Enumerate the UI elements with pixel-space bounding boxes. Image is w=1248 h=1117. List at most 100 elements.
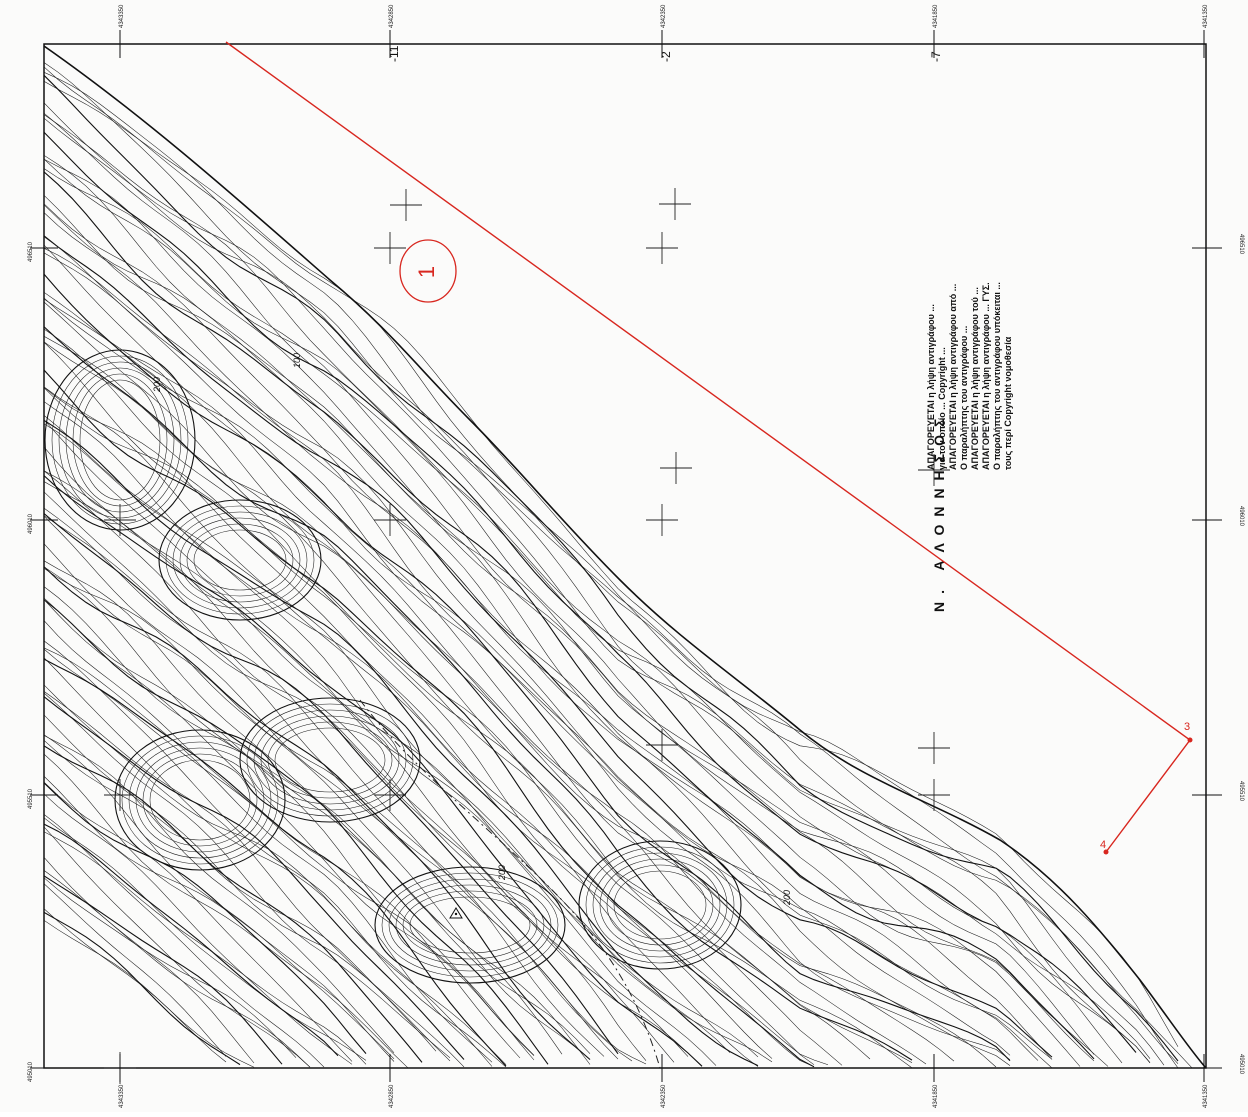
hill-contour xyxy=(135,747,265,853)
parcel-boundary: 3 4 1 xyxy=(225,41,1193,855)
hill-contour xyxy=(172,511,308,609)
contour-line xyxy=(44,252,1039,1061)
vertex-label-3: 3 xyxy=(1184,721,1190,733)
contour-line xyxy=(44,920,255,1068)
contour-line xyxy=(44,543,605,1057)
contour-line xyxy=(44,911,241,1066)
contour-line xyxy=(44,735,395,1053)
note-line: για τον οποίο ... Copyright ... xyxy=(937,347,947,470)
hill-contour xyxy=(239,697,421,823)
contour-line xyxy=(44,566,591,1060)
hill-contour xyxy=(149,759,251,841)
contour-line xyxy=(44,112,1151,1059)
contour-line xyxy=(44,776,395,1062)
hill-contour xyxy=(267,721,393,799)
track-line xyxy=(359,699,661,1068)
contour-line xyxy=(44,248,1011,1056)
hill-contour xyxy=(395,884,545,966)
contour-label: 200 xyxy=(152,377,162,393)
hill-contour xyxy=(114,729,286,871)
contour-line xyxy=(44,171,1095,1060)
contour-line xyxy=(44,204,1053,1060)
contour-line xyxy=(44,168,1095,1055)
hill-contour xyxy=(274,727,386,793)
contour-line xyxy=(44,66,1179,1047)
copyright-note: ΑΠΑΓΟΡΕΥΕΤΑΙ η λήψη αντιγράφου ... για το… xyxy=(926,282,1013,470)
contour-line xyxy=(44,74,1179,1062)
contour-line xyxy=(44,714,465,1068)
terrain-contours xyxy=(44,62,1193,1068)
contour-line xyxy=(44,195,1081,1067)
contour-line xyxy=(44,781,353,1062)
hill-contour xyxy=(142,753,258,847)
hill-contour xyxy=(128,741,272,859)
contour-line xyxy=(44,753,409,1068)
contour-line xyxy=(44,793,353,1065)
contour-line xyxy=(44,470,689,1057)
contour-line xyxy=(44,297,997,1068)
hill-contour xyxy=(186,523,294,597)
contour-line xyxy=(44,599,535,1056)
contour-line xyxy=(44,597,535,1061)
hill-contour xyxy=(613,870,707,940)
grid-label-bottom: 4342850 xyxy=(389,1084,395,1108)
contour-line xyxy=(44,328,843,1066)
vertex-marker xyxy=(1103,849,1109,855)
grid-label-right: 496010 xyxy=(1238,506,1244,527)
note-line: ΑΠΑΓΟΡΕΥΕΤΑΙ η λήψη αντιγράφου ... ΓΥΣ. xyxy=(981,282,991,470)
contour-line xyxy=(44,298,955,1062)
contour-line xyxy=(44,155,1109,1067)
contour-line xyxy=(44,475,703,1067)
contour-line xyxy=(44,814,325,1068)
hill-contour xyxy=(79,379,161,501)
contour-line xyxy=(44,415,759,1058)
contour-line xyxy=(44,470,675,1063)
contour-line xyxy=(44,423,773,1063)
contour-line xyxy=(44,131,1137,1053)
grid-label-left: 496510 xyxy=(28,241,34,262)
contour-line xyxy=(44,817,367,1061)
grid-label-left: 495510 xyxy=(28,788,34,809)
contour-line xyxy=(44,386,773,1059)
hill-contour xyxy=(158,499,322,621)
contour-line xyxy=(44,599,549,1065)
contour-line xyxy=(44,273,1011,1062)
hill-contour xyxy=(381,872,559,978)
grid-label-bottom: 4341850 xyxy=(933,1084,939,1108)
contour-line xyxy=(44,586,563,1055)
hill-contour xyxy=(72,373,168,507)
contour-line xyxy=(44,740,437,1052)
contour-line xyxy=(44,419,759,1067)
contour-line xyxy=(44,823,339,1057)
contour-line xyxy=(44,342,815,1065)
contour-line xyxy=(44,877,297,1058)
hill-contour xyxy=(121,735,279,865)
grid-label-right: 495510 xyxy=(1238,781,1244,802)
contour-line xyxy=(44,507,647,1065)
contour-line xyxy=(44,117,1151,1064)
contour-line xyxy=(44,236,1011,1066)
contour-line xyxy=(44,516,633,1062)
contour-line xyxy=(44,640,507,1068)
contour-label: 200 xyxy=(782,890,792,906)
hill-contour xyxy=(193,529,287,591)
contour-line xyxy=(44,648,521,1059)
grid-coordinate-labels: 4343350 4342850 4342350 4341850 4341350 43433… xyxy=(28,4,1244,1108)
contour-line xyxy=(44,292,927,1065)
grid-label-top: 4341850 xyxy=(933,4,939,28)
contour-line xyxy=(44,566,591,1065)
hill-contour xyxy=(374,866,566,984)
hill-contour xyxy=(246,703,414,817)
coastline xyxy=(44,45,1206,1068)
contour-line xyxy=(44,692,451,1059)
hill-contour xyxy=(179,517,301,603)
trig-point-icon xyxy=(449,907,463,919)
contour-line xyxy=(44,336,871,1060)
contour-line xyxy=(44,81,1179,1068)
grid-label-right: 495010 xyxy=(1238,1054,1244,1075)
contour-line xyxy=(44,647,493,1063)
hill-contour xyxy=(585,846,735,964)
contour-line xyxy=(44,491,647,1061)
